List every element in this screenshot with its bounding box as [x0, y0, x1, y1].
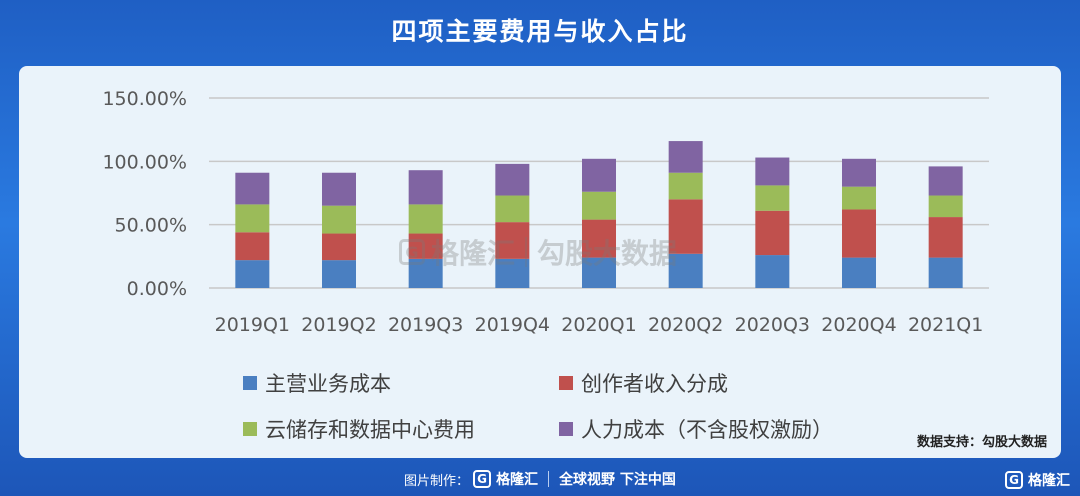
- legend-label-2: 云储存和数据中心费用: [265, 418, 475, 442]
- corner-logo: G 格隆汇: [1001, 470, 1070, 490]
- footer: 图片制作： G 格隆汇 全球视野 下注中国: [0, 462, 1080, 496]
- bar-segment: [582, 257, 616, 288]
- bar-segment: [408, 204, 443, 234]
- footer-slogan: 全球视野 下注中国: [559, 472, 676, 488]
- y-tick-label: 150.00%: [102, 88, 187, 110]
- data-source: 数据支持：勾股大数据: [916, 435, 1047, 450]
- legend-swatch-3: [559, 422, 573, 436]
- x-tick-label: 2019Q1: [215, 314, 290, 336]
- bar-segment: [322, 233, 356, 261]
- x-tick-label: 2019Q2: [301, 314, 376, 336]
- legend-swatch-1: [559, 376, 573, 390]
- y-tick-label: 0.00%: [127, 278, 187, 300]
- bar-segment: [668, 141, 703, 173]
- legend-swatch-0: [243, 376, 257, 390]
- legend-label-3: 人力成本（不含股权激励）: [581, 418, 833, 442]
- bar-segment: [408, 258, 443, 288]
- bar-segment: [322, 172, 356, 206]
- bar-segment: [495, 163, 530, 196]
- bar-segment: [842, 209, 876, 258]
- bar-segment: [928, 195, 963, 218]
- bar-segment: [668, 172, 703, 200]
- footer-brand: 格隆汇: [496, 472, 539, 488]
- bar-segment: [235, 232, 270, 261]
- stacked-bar-chart: 0.00% 50.00% 100.00% 150.00% 2019Q1 2019Q2 201…: [102, 88, 989, 336]
- legend-label-1: 创作者收入分成: [581, 372, 728, 396]
- chart-panel: 0.00% 50.00% 100.00% 150.00% 2019Q1 2019Q2 201…: [19, 66, 1061, 458]
- bar-segment: [842, 186, 876, 210]
- y-tick-label: 100.00%: [102, 151, 187, 173]
- brand-logo-icon: G: [473, 470, 492, 488]
- bar-segment: [928, 217, 963, 258]
- legend-item-1: 创作者收入分成: [559, 368, 728, 398]
- bar-segment: [408, 170, 443, 205]
- bar-segment: [842, 158, 876, 187]
- bar-segment: [755, 157, 790, 186]
- bar-segment: [842, 257, 876, 288]
- legend-swatch-2: [243, 422, 257, 436]
- corner-brand: 格隆汇: [1028, 473, 1070, 489]
- legend-label-0: 主营业务成本: [265, 372, 391, 396]
- x-tick-label: 2020Q4: [821, 314, 896, 336]
- legend-item-2: 云储存和数据中心费用: [243, 414, 475, 444]
- bar-segment: [582, 158, 616, 192]
- bar-segment: [495, 258, 530, 288]
- legend-item-3: 人力成本（不含股权激励）: [559, 414, 833, 444]
- bar-segment: [928, 166, 963, 196]
- bar-segment: [928, 257, 963, 288]
- bar-segment: [322, 260, 356, 288]
- bar-segment: [582, 191, 616, 220]
- bar-segment: [755, 185, 790, 211]
- x-tick-label: 2020Q3: [735, 314, 810, 336]
- footer-divider: [548, 471, 550, 487]
- chart-title: 四项主要费用与收入占比: [391, 17, 689, 46]
- bar-segment: [495, 195, 530, 223]
- bar-segment: [668, 253, 703, 288]
- x-tick-label: 2019Q4: [475, 314, 550, 336]
- x-tick-label: 2019Q3: [388, 314, 463, 336]
- bar-segment: [235, 260, 270, 288]
- bar-segment: [408, 233, 443, 259]
- x-tick-label: 2020Q2: [648, 314, 723, 336]
- bar-segment: [322, 205, 356, 234]
- bar-segment: [235, 172, 270, 205]
- bar-segment: [755, 210, 790, 256]
- corner-logo-icon: G: [1005, 471, 1023, 489]
- x-tick-label: 2020Q1: [561, 314, 636, 336]
- footer-made-by: 图片制作：: [404, 473, 470, 489]
- bar-segment: [495, 222, 530, 259]
- y-tick-label: 50.00%: [115, 215, 187, 237]
- legend-item-0: 主营业务成本: [243, 368, 391, 398]
- bar-segment: [755, 255, 790, 288]
- x-tick-label: 2021Q1: [908, 314, 983, 336]
- bar-segment: [235, 204, 270, 233]
- bar-segment: [582, 219, 616, 258]
- bar-segment: [668, 199, 703, 254]
